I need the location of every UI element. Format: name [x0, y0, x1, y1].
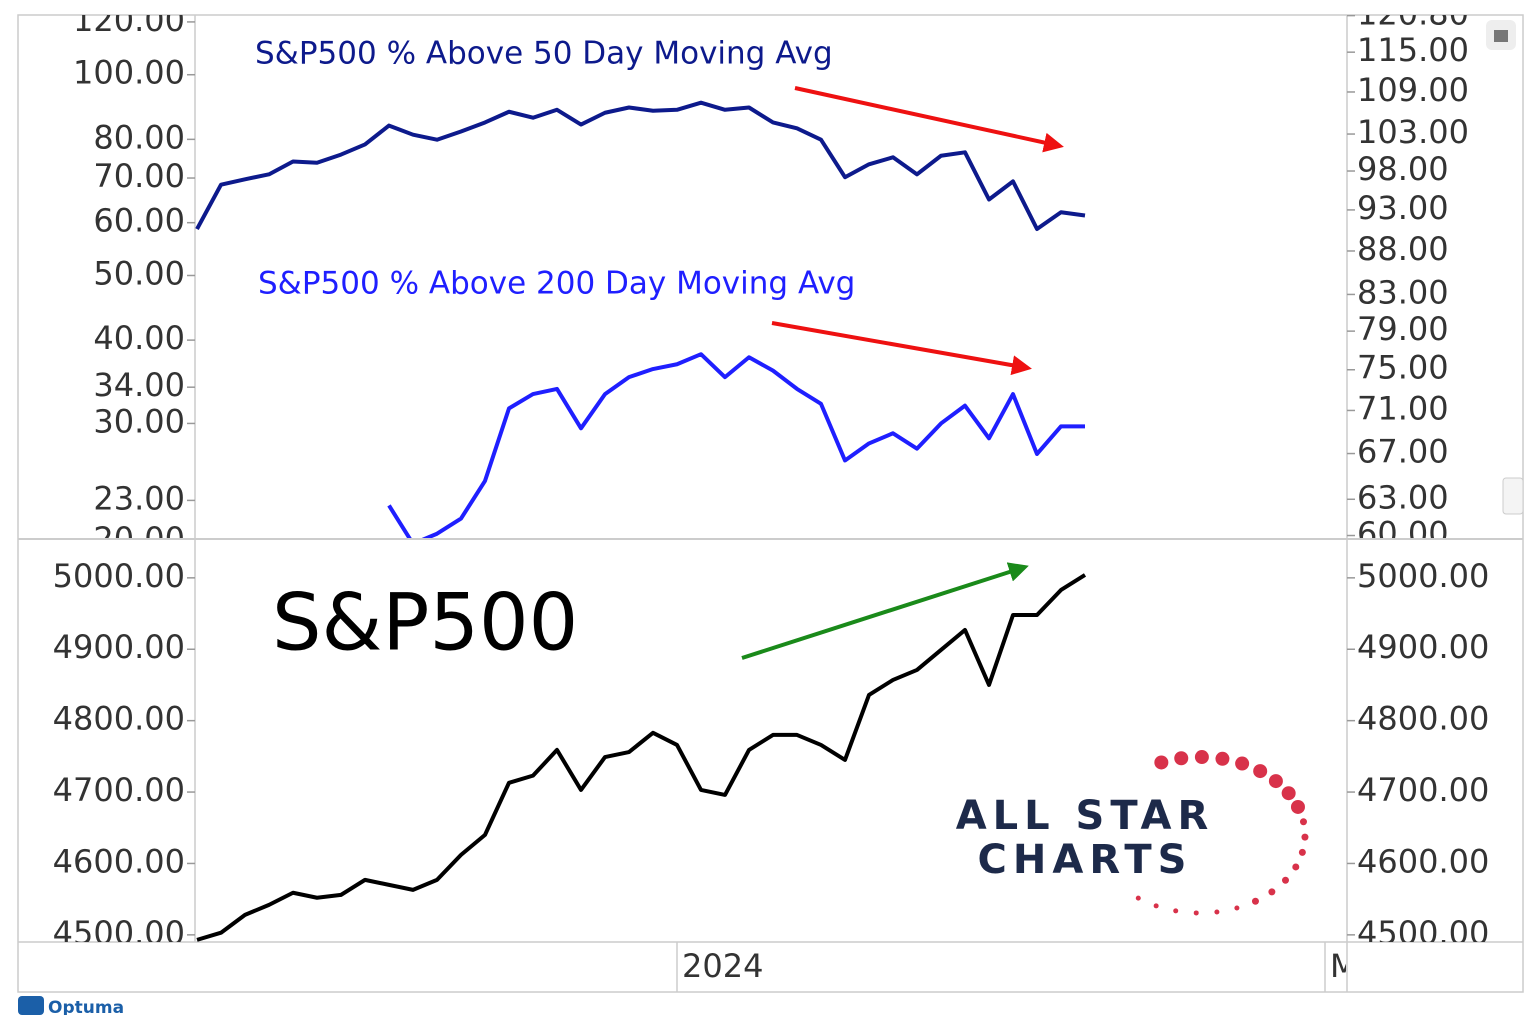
logo-star [1301, 833, 1309, 841]
logo-star [1174, 751, 1189, 766]
logo-star [1253, 764, 1268, 779]
right-tick-label: 83.00 [1357, 273, 1449, 311]
left-tick-label: 80.00 [93, 118, 185, 156]
logo-star [1135, 895, 1141, 901]
right-tick-label: 4500.00 [1357, 914, 1489, 952]
right-tick-label: 4700.00 [1357, 771, 1489, 809]
left-tick-label: 23.00 [93, 479, 185, 517]
logo-star [1268, 774, 1283, 789]
panel: 5000.00 4900.00 4800.00 4700.00 4600.00 4500.… [53, 557, 1490, 952]
left-tick-label: 40.00 [93, 319, 185, 357]
x-tick-label: 2024 [682, 947, 763, 985]
logo-star [1281, 786, 1296, 801]
logo-star [1234, 905, 1240, 911]
source-icon [18, 996, 44, 1015]
left-tick-label: 30.00 [93, 402, 185, 440]
series-line [196, 573, 1087, 942]
left-tick-label: 4800.00 [53, 700, 185, 738]
left-tick-label: 70.00 [93, 157, 185, 195]
frame [17, 14, 1524, 993]
left-tick-label: 50.00 [93, 254, 185, 292]
logo-star [1153, 903, 1159, 909]
trend-arrow [741, 562, 1029, 660]
left-tick-label: 60.00 [93, 202, 185, 240]
right-tick-label: 93.00 [1357, 189, 1449, 227]
right-tick-label: 63.00 [1357, 478, 1449, 516]
right-tick-label: 79.00 [1357, 310, 1449, 348]
left-tick-label: 4900.00 [53, 628, 185, 666]
left-tick-label: 4700.00 [53, 771, 185, 809]
logo-star [1298, 848, 1306, 856]
logo-star [1281, 876, 1289, 884]
left-tick-label: 4500.00 [53, 914, 185, 952]
logo-text: CHARTS [978, 837, 1193, 883]
trend-arrow [794, 86, 1064, 153]
right-tick-label: 75.00 [1357, 349, 1449, 387]
right-tick-label: 71.00 [1357, 389, 1449, 427]
logo-star [1193, 910, 1199, 916]
right-tick-label: 115.00 [1357, 31, 1469, 69]
left-tick-label: 4600.00 [53, 842, 185, 880]
logo-star [1290, 799, 1305, 814]
right-tick-label: 60.00 [1357, 515, 1449, 553]
right-tick-label: 120.80 [1357, 0, 1469, 33]
logo-star [1214, 909, 1220, 915]
right-tick-label: 88.00 [1357, 230, 1449, 268]
logo-star [1268, 888, 1276, 896]
logo-star [1215, 751, 1230, 766]
logo-star [1292, 863, 1300, 871]
logo-star [1235, 756, 1250, 771]
logo: ALL STAR CHARTS [956, 750, 1309, 916]
logo-text: ALL STAR [956, 793, 1215, 839]
left-tick-label: 120.00 [73, 1, 185, 39]
side-tab[interactable] [1502, 477, 1524, 515]
left-tick-label: 100.00 [73, 54, 185, 92]
logo-star [1173, 908, 1179, 914]
logo-star [1194, 750, 1209, 765]
logo-star [1299, 818, 1307, 826]
left-tick-label: 20.00 [93, 520, 185, 558]
right-tick-label: 109.00 [1357, 71, 1469, 109]
right-tick-label: 98.00 [1357, 150, 1449, 188]
right-tick-label: 4900.00 [1357, 628, 1489, 666]
source-label: Optuma [48, 998, 124, 1015]
series-label: S&P500 [272, 578, 578, 668]
left-tick-label: 34.00 [93, 366, 185, 404]
right-tick-label: 4600.00 [1357, 842, 1489, 880]
logo-star [1154, 755, 1169, 770]
trend-arrow [771, 321, 1032, 376]
lock-body [1494, 30, 1508, 42]
right-tick-label: 5000.00 [1357, 557, 1489, 595]
series-line [195, 100, 1086, 232]
right-tick-label: 67.00 [1357, 433, 1449, 471]
series-label: S&P500 % Above 200 Day Moving Avg [258, 266, 855, 302]
date-axis: 2024 M [676, 942, 1358, 992]
series-label: S&P500 % Above 50 Day Moving Avg [255, 36, 833, 72]
right-tick-label: 4800.00 [1357, 700, 1489, 738]
right-tick-label: 103.00 [1357, 113, 1469, 151]
x-tick-label: M [1330, 947, 1358, 985]
logo-star [1251, 897, 1259, 905]
left-tick-label: 5000.00 [53, 557, 185, 595]
series-line [387, 352, 1085, 538]
